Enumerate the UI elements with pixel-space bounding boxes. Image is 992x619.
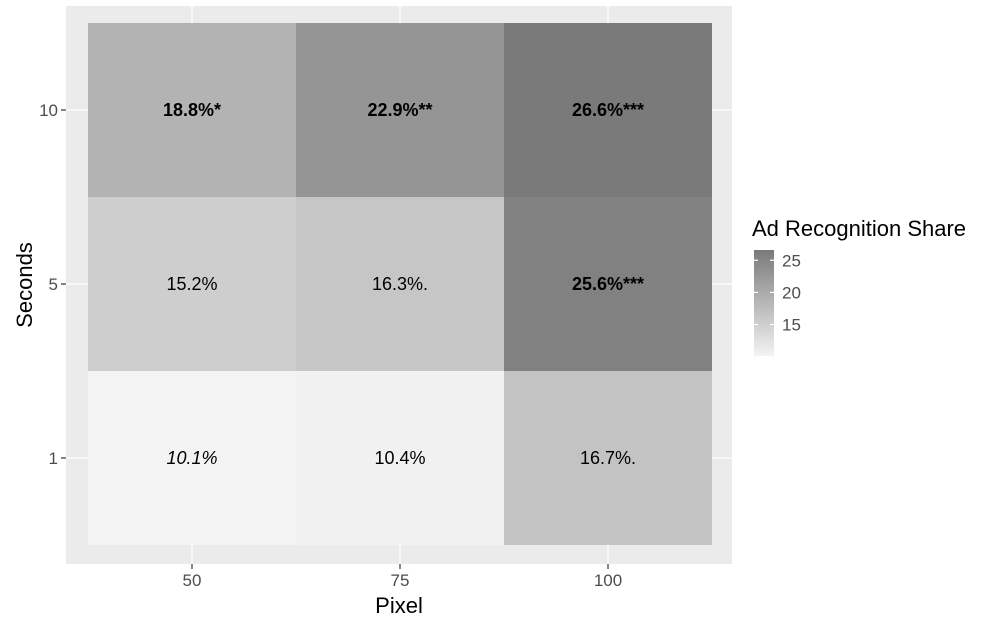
cell-value-label: 18.8%* bbox=[163, 100, 221, 120]
y-tick-label: 1 bbox=[49, 449, 58, 468]
x-axis: 50 75 100 bbox=[183, 564, 622, 590]
cell-labels: 18.8%* 22.9%** 26.6%*** 15.2% 16.3%. 25.6%***… bbox=[163, 100, 644, 468]
heatmap-cell bbox=[88, 197, 296, 371]
legend-title: Ad Recognition Share bbox=[752, 216, 966, 241]
y-tick-label: 5 bbox=[49, 275, 58, 294]
y-axis-title: Seconds bbox=[12, 242, 37, 328]
y-tick-label: 10 bbox=[39, 101, 58, 120]
cell-value-label: 15.2% bbox=[166, 274, 217, 294]
cell-value-label: 16.7%. bbox=[580, 448, 636, 468]
cell-value-label: 10.1% bbox=[166, 448, 217, 468]
cell-value-label: 25.6%*** bbox=[572, 274, 644, 294]
legend-tick-label: 20 bbox=[782, 283, 801, 302]
heatmap-cell bbox=[504, 197, 712, 371]
legend-tick-label: 15 bbox=[782, 316, 801, 335]
legend-tick-label: 25 bbox=[782, 251, 801, 270]
cell-value-label: 26.6%*** bbox=[572, 100, 644, 120]
heatmap-cell bbox=[504, 371, 712, 545]
heatmap-cells bbox=[88, 23, 712, 545]
legend-colorbar bbox=[754, 250, 774, 356]
x-tick-label: 75 bbox=[391, 571, 410, 590]
heatmap-cell bbox=[88, 371, 296, 545]
cell-value-label: 10.4% bbox=[374, 448, 425, 468]
heatmap-cell bbox=[296, 23, 504, 197]
x-tick-label: 100 bbox=[594, 571, 622, 590]
x-tick-label: 50 bbox=[183, 571, 202, 590]
heatmap-cell bbox=[504, 23, 712, 197]
cell-value-label: 22.9%** bbox=[367, 100, 432, 120]
cell-value-label: 16.3%. bbox=[372, 274, 428, 294]
legend: Ad Recognition Share 15 20 25 bbox=[752, 216, 966, 356]
heatmap-cell bbox=[88, 23, 296, 197]
heatmap-cell bbox=[296, 371, 504, 545]
x-axis-title: Pixel bbox=[375, 593, 423, 618]
heatmap-cell bbox=[296, 197, 504, 371]
